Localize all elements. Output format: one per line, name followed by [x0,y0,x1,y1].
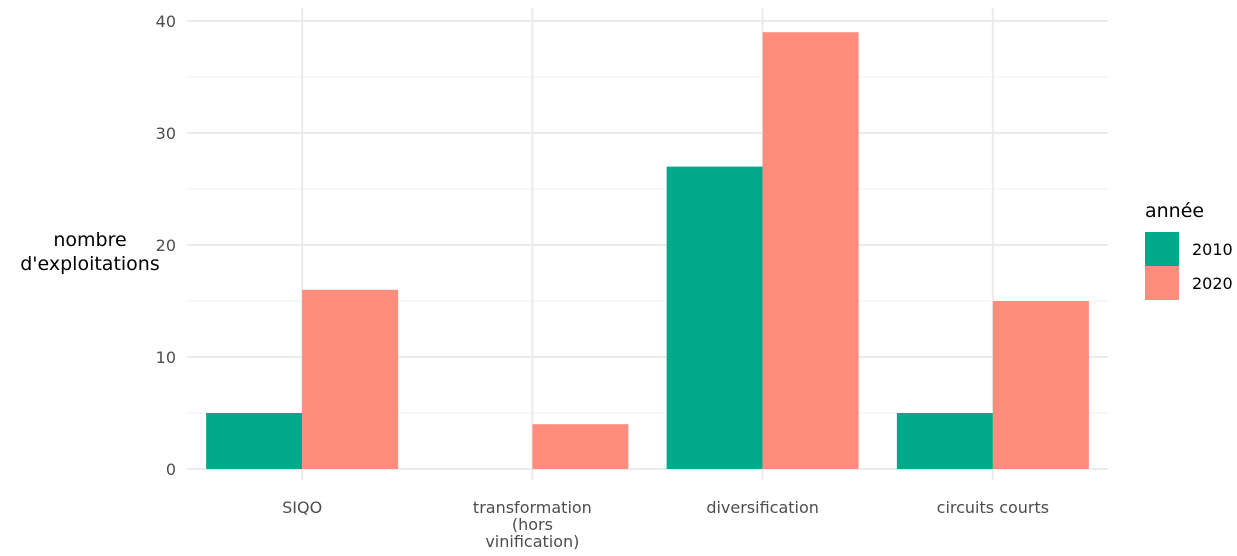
legend: année 2010 2020 [1145,200,1233,300]
y-tick-label: 20 [156,236,176,255]
legend-key-2020 [1145,266,1179,300]
y-tick-label: 30 [156,124,176,143]
x-tick-label: transformation (hors vinification) [473,498,592,551]
legend-label: 2020 [1192,274,1233,293]
bars [206,32,1089,469]
x-tick-label: diversification [706,498,819,517]
y-axis-title: nombre d'exploitations [20,229,160,275]
x-tick-label: SIQO [282,498,322,517]
legend-title: année [1145,200,1204,222]
y-tick-label: 40 [156,12,176,31]
y-tick-label: 0 [166,460,176,479]
bar-2010 [666,166,763,469]
legend-items: 2010 2020 [1145,232,1233,300]
bar-2020 [302,289,399,469]
bar-2020 [992,301,1089,469]
bar-2010 [896,413,993,469]
y-tick-labels: 0 10 20 30 40 [156,12,176,479]
legend-key-2010 [1145,232,1179,266]
y-tick-label: 10 [156,348,176,367]
x-tick-label: circuits courts [937,498,1049,517]
bar-2010 [206,413,303,469]
x-tick-labels: SIQO transformation (hors vinification) dive… [282,498,1049,551]
legend-label: 2010 [1192,240,1233,259]
bar-2020 [532,424,629,469]
bar-2020 [762,32,859,469]
